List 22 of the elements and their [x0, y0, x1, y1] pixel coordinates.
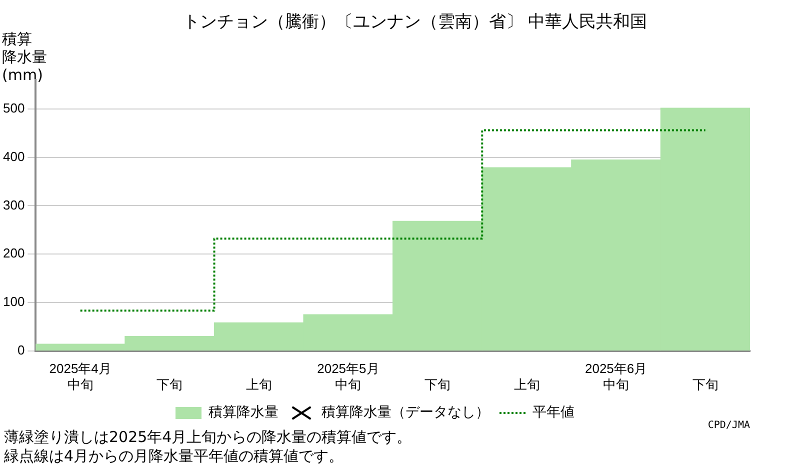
- legend-label: 平年値: [532, 404, 574, 421]
- y-tick-label: 200: [2, 246, 25, 261]
- y-tick-label: 400: [2, 148, 25, 164]
- text: 薄緑塗り潰しは2025年4月上旬からの降水量の積算値です。: [4, 428, 412, 447]
- text: CPD/JMA: [708, 420, 750, 431]
- legend-label: 積算降水量（データなし）: [322, 404, 490, 421]
- x-tick-label: 下旬: [692, 376, 718, 392]
- x-tick-label: 2025年5月中旬: [317, 361, 380, 392]
- y-tick-label: 300: [2, 197, 25, 212]
- legend-label: 積算降水量: [208, 404, 278, 421]
- y-tick-label: 0: [17, 342, 25, 358]
- chart-title: トンチョン（騰衝）〔ユンナン（雲南）省〕 中華人民共和国: [182, 12, 648, 32]
- y-tick-label: 100: [2, 294, 25, 310]
- x-tick-label: 下旬: [424, 376, 450, 392]
- x-tick-label: 2025年6月中旬: [584, 361, 648, 392]
- x-tick-label: 2025年4月中旬: [49, 361, 112, 392]
- y-tick-label: 500: [2, 100, 25, 116]
- x-tick-label: 上旬: [514, 376, 540, 392]
- x-tick-label: 下旬: [156, 376, 183, 392]
- y-axis-title: 積算降水量(mm): [2, 30, 47, 84]
- text: 緑点線は4月からの月降水量平年値の積算値です。: [4, 447, 345, 466]
- x-tick-label: 上旬: [246, 376, 272, 392]
